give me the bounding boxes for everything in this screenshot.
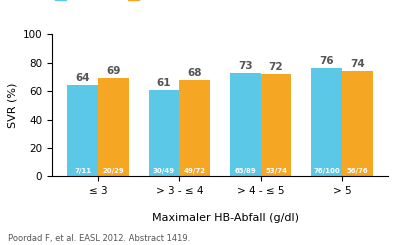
Legend: RBV DR, EPO: RBV DR, EPO <box>51 0 171 6</box>
Text: 7/11: 7/11 <box>74 168 91 174</box>
Bar <box>98 78 129 176</box>
Text: 20/29: 20/29 <box>103 168 124 174</box>
Text: 72: 72 <box>269 62 283 72</box>
Text: 65/89: 65/89 <box>234 168 256 174</box>
Text: 76: 76 <box>319 56 334 66</box>
Text: Maximaler HB-Abfall (g/dl): Maximaler HB-Abfall (g/dl) <box>152 213 300 223</box>
Bar <box>230 73 261 176</box>
Bar <box>261 74 292 176</box>
Text: 56/76: 56/76 <box>346 168 368 174</box>
Text: 49/72: 49/72 <box>184 168 206 174</box>
Text: 74: 74 <box>350 59 365 69</box>
Text: 53/74: 53/74 <box>265 168 287 174</box>
Bar <box>342 71 373 176</box>
Bar <box>179 80 210 176</box>
Text: Poordad F, et al. EASL 2012. Abstract 1419.: Poordad F, et al. EASL 2012. Abstract 14… <box>8 233 190 243</box>
Text: 64: 64 <box>75 73 90 83</box>
Text: 30/49: 30/49 <box>153 168 175 174</box>
Text: 73: 73 <box>238 61 252 71</box>
Text: 76/100: 76/100 <box>313 168 340 174</box>
Text: 68: 68 <box>188 68 202 78</box>
Text: 61: 61 <box>157 78 171 88</box>
Bar <box>67 86 98 176</box>
Y-axis label: SVR (%): SVR (%) <box>7 83 17 128</box>
Text: 69: 69 <box>106 66 121 76</box>
Bar <box>311 68 342 176</box>
Bar <box>148 90 179 176</box>
